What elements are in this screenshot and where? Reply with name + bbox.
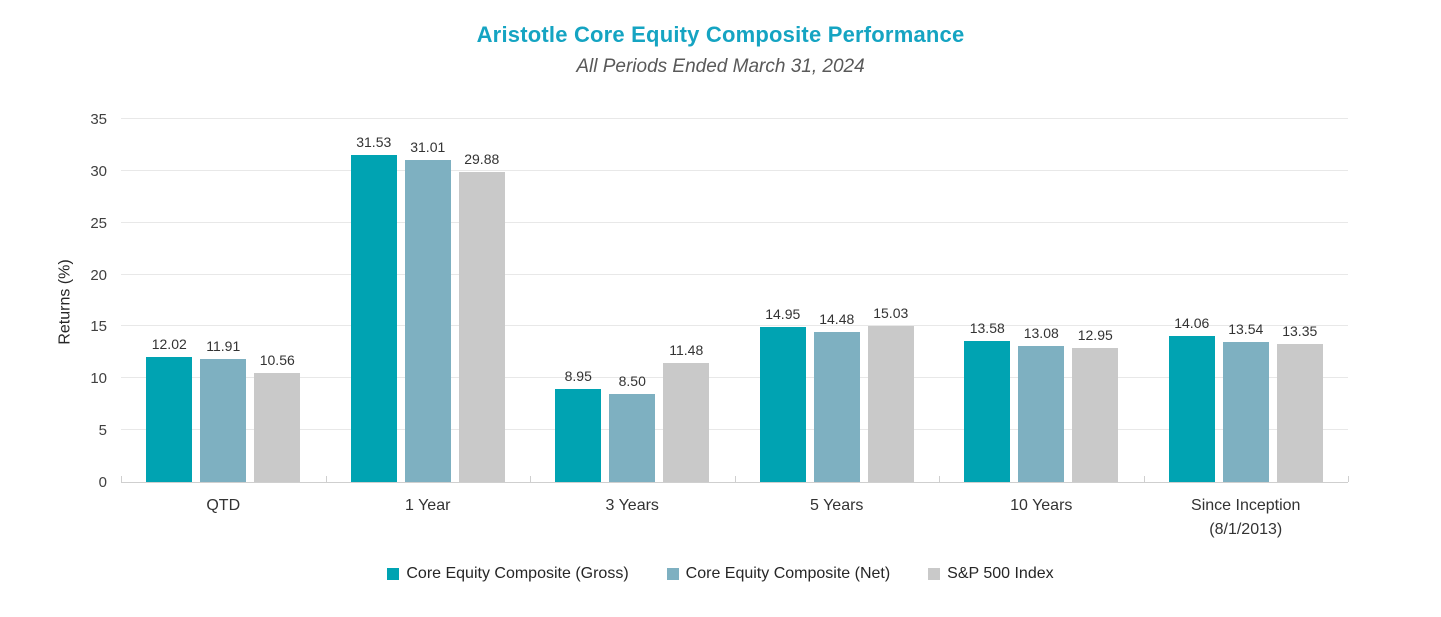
legend: Core Equity Composite (Gross) Core Equity…: [0, 565, 1441, 583]
x-axis-tick: [735, 476, 736, 482]
bar-core-equity-composite-net-: 11.91: [200, 338, 247, 482]
legend-item: Core Equity Composite (Gross): [387, 565, 629, 583]
bar-value-label: 14.48: [819, 310, 855, 327]
bar-core-equity-composite-gross-: 12.02: [146, 336, 193, 482]
bar-s-p-500-index: 13.35: [1276, 323, 1323, 482]
bar-core-equity-composite-net-: 8.50: [609, 373, 656, 482]
bar-group-4: 14.95 14.48 15.03: [735, 120, 940, 482]
bar-core-equity-composite-net-: 13.54: [1222, 321, 1269, 482]
bar-s-p-500-index: 12.95: [1072, 327, 1119, 482]
bar-value-label: 8.95: [564, 368, 592, 385]
bar-value-label: 11.48: [669, 341, 704, 358]
bar-value-label: 29.88: [464, 151, 500, 168]
bar-core-equity-composite-net-: 31.01: [404, 139, 451, 482]
bar-s-p-500-index: 10.56: [254, 352, 301, 482]
bar-group-2: 31.53 31.01 29.88: [326, 120, 531, 482]
legend-swatch-icon: [387, 568, 400, 580]
y-tick-label-5: 5: [98, 422, 107, 440]
x-category-label-2: 1 Year: [405, 497, 451, 514]
x-axis-tick: [326, 476, 327, 482]
x-axis-tick: [939, 476, 940, 482]
x-category-label-1: QTD: [206, 497, 241, 514]
bar-value-label: 12.02: [151, 336, 187, 353]
y-tick-label-25: 25: [90, 214, 107, 232]
legend-item: Core Equity Composite (Net): [666, 565, 891, 583]
bar-core-equity-composite-gross-: 8.95: [555, 368, 602, 482]
bar-value-label: 15.03: [873, 305, 909, 322]
gridline-10: [121, 377, 1348, 379]
bar-value-label: 14.06: [1174, 315, 1210, 332]
x-axis-tick: [121, 476, 122, 482]
y-tick-label-15: 15: [90, 318, 107, 336]
x-category-label-6: Since Inception (8/1/2013): [1191, 497, 1301, 538]
x-axis-tick: [1348, 476, 1349, 482]
bar-core-equity-composite-net-: 13.08: [1018, 325, 1065, 482]
legend-label: Core Equity Composite (Net): [685, 565, 891, 582]
bar-group-1: 12.02 11.91 10.56: [121, 120, 326, 482]
gridline-20: [121, 273, 1348, 275]
bar-value-label: 13.08: [1023, 325, 1059, 342]
x-axis-tick: [1144, 476, 1145, 482]
y-tick-label-0: 0: [98, 474, 107, 491]
bar-group-6: 14.06 13.54 13.35: [1144, 120, 1349, 482]
y-tick-label-30: 30: [90, 162, 107, 180]
legend-label: S&P 500 Index: [947, 565, 1054, 582]
bar-value-label: 31.53: [356, 134, 392, 150]
bar-value-label: 14.95: [765, 305, 801, 322]
gridline-35: [121, 118, 1348, 119]
bar-value-label: 12.95: [1077, 326, 1113, 343]
y-tick-label-10: 10: [90, 370, 107, 388]
y-tick-label-35: 35: [90, 111, 107, 128]
bar-core-equity-composite-gross-: 14.06: [1168, 315, 1215, 482]
legend-item: S&P 500 Index: [928, 565, 1054, 583]
bar-value-label: 13.54: [1228, 320, 1264, 337]
x-category-label-5: 10 Years: [1010, 497, 1073, 514]
bar-core-equity-composite-gross-: 31.53: [350, 134, 397, 482]
bar-core-equity-composite-gross-: 13.58: [964, 320, 1011, 482]
legend-swatch-icon: [928, 568, 941, 580]
legend-label: Core Equity Composite (Gross): [406, 565, 629, 582]
bar-group-5: 13.58 13.08 12.95: [939, 120, 1144, 482]
y-tick-label-20: 20: [90, 266, 107, 284]
bar-value-label: 10.56: [259, 351, 295, 368]
legend-swatch-icon: [666, 568, 679, 580]
bar-value-label: 13.35: [1282, 322, 1318, 339]
x-category-label-3: 3 Years: [605, 497, 659, 514]
gridline-5: [121, 429, 1348, 431]
bar-value-label: 31.01: [410, 139, 446, 156]
bar-value-label: 8.50: [618, 372, 646, 389]
gridline-30: [121, 169, 1348, 171]
bar-core-equity-composite-net-: 14.48: [813, 311, 860, 482]
bar-group-3: 8.95 8.50 11.48: [530, 120, 735, 482]
gridline-25: [121, 221, 1348, 223]
bar-s-p-500-index: 29.88: [458, 151, 505, 482]
bar-s-p-500-index: 11.48: [663, 342, 710, 482]
bar-value-label: 11.91: [206, 337, 241, 354]
bar-value-label: 13.58: [969, 320, 1005, 337]
bar-s-p-500-index: 15.03: [867, 305, 914, 482]
chart-subtitle: All Periods Ended March 31, 2024: [576, 56, 865, 77]
chart-title: Aristotle Core Equity Composite Performa…: [476, 22, 965, 47]
plot-area: 12.02 11.91 10.56 31.53 31.01 29.88 8.95 8.50 11…: [121, 118, 1349, 483]
x-axis-tick: [530, 476, 531, 482]
bar-core-equity-composite-gross-: 14.95: [759, 306, 806, 482]
gridline-15: [121, 325, 1348, 327]
x-category-label-4: 5 Years: [810, 497, 864, 514]
